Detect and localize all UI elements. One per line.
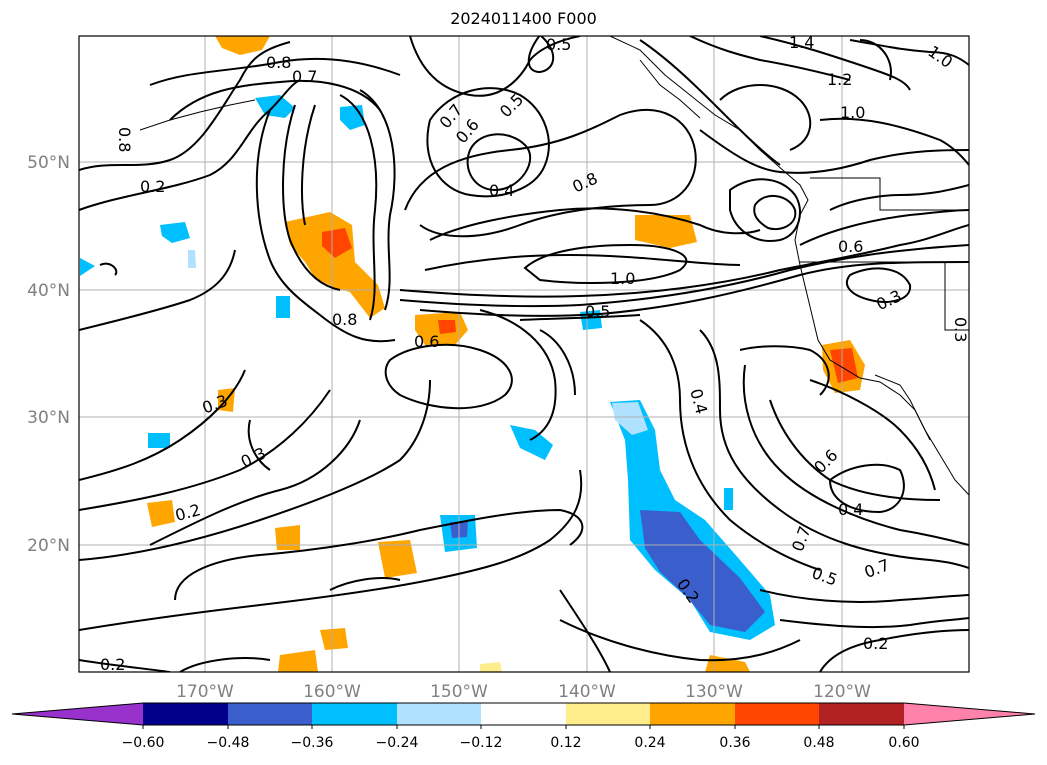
colorbar-tick-label: −0.24 xyxy=(376,735,419,751)
contour-label: 0.5 xyxy=(496,90,527,121)
contour-label: 0.6 xyxy=(810,446,841,477)
contour-label: 0.6 xyxy=(414,332,439,351)
colorbar-extend-high xyxy=(904,703,1035,725)
colorbar-tick-label: 0.60 xyxy=(888,735,919,751)
contour-label: 0.5 xyxy=(809,563,839,590)
contour-label: 0.2 xyxy=(863,634,888,653)
contour-label: 1.0 xyxy=(924,42,956,72)
negative-anomaly xyxy=(724,488,733,510)
colorbar-extend-low xyxy=(12,703,143,725)
positive-anomaly xyxy=(320,628,348,650)
contour-label: 1.4 xyxy=(789,33,814,52)
contour-label: 0.7 xyxy=(862,555,892,582)
contour-label: 0.2 xyxy=(140,177,165,196)
map-frame xyxy=(78,35,970,673)
negative-anomaly xyxy=(80,258,95,276)
contour-label: 1.0 xyxy=(840,103,865,122)
lon-label: 160°W xyxy=(303,682,361,702)
positive-anomaly xyxy=(378,540,417,578)
lon-label: 140°W xyxy=(558,682,616,702)
positive-anomaly xyxy=(438,320,456,334)
colorbar-tick-label: 0.24 xyxy=(634,735,665,751)
contour-label: 0.8 xyxy=(266,53,291,72)
negative-anomaly xyxy=(148,433,170,448)
positive-anomaly xyxy=(215,36,270,55)
contour-label: 0.8 xyxy=(569,169,600,197)
negative-anomaly xyxy=(510,425,553,460)
negative-anomaly xyxy=(255,95,295,118)
coastlines xyxy=(139,36,969,496)
positive-anomaly xyxy=(635,215,697,248)
contour-label: 0.8 xyxy=(332,310,357,329)
colorbar-segment xyxy=(566,703,650,725)
lat-label: 20°N xyxy=(27,536,70,556)
positive-anomaly xyxy=(830,348,858,383)
lon-label: 150°W xyxy=(430,682,488,702)
colorbar-segment xyxy=(143,703,228,725)
colorbar-segment xyxy=(650,703,735,725)
colorbar-tick-label: −0.12 xyxy=(460,735,503,751)
colorbar-segment xyxy=(397,703,481,725)
negative-anomaly xyxy=(276,296,290,318)
colorbar-tick-label: 0.12 xyxy=(550,735,581,751)
contour-label: 0.8 xyxy=(115,127,134,152)
colorbar-segment xyxy=(312,703,397,725)
positive-anomaly xyxy=(285,212,385,318)
contour-label: 0.4 xyxy=(686,387,711,417)
lon-label: 170°W xyxy=(176,682,234,702)
lon-label: 120°W xyxy=(813,682,871,702)
negative-anomaly xyxy=(188,250,196,268)
contour-label: 0.6 xyxy=(838,237,863,256)
lat-label: 30°N xyxy=(27,408,70,428)
colorbar-tick-label: −0.60 xyxy=(122,735,165,751)
colorbar-segment xyxy=(735,703,819,725)
contour-label: 0.3 xyxy=(238,443,269,471)
lat-label: 40°N xyxy=(27,281,70,301)
colorbar-segment xyxy=(819,703,904,725)
positive-anomaly xyxy=(480,662,502,672)
map-title: 2024011400 F000 xyxy=(450,9,597,28)
contour-label: 0.4 xyxy=(489,181,514,200)
colorbar-tick-label: 0.36 xyxy=(719,735,750,751)
negative-anomaly xyxy=(612,402,648,435)
longitude-labels: 170°W 160°W 150°W 140°W 130°W 120°W xyxy=(176,682,871,702)
contour-label: 0.2 xyxy=(100,655,125,674)
positive-anomaly xyxy=(275,525,300,550)
latitude-labels: 50°N 40°N 30°N 20°N xyxy=(27,153,70,556)
colorbar: −0.60 −0.48 −0.36 −0.24 −0.12 0.12 0.24 … xyxy=(11,702,1036,751)
colorbar-segment xyxy=(481,703,566,725)
map-area: 0.5 1.4 1.0 0.8 0.7 1.2 1.0 0.7 0.6 0.5 … xyxy=(79,33,970,674)
contour-label: 0.5 xyxy=(585,302,610,321)
colorbar-tick-label: 0.48 xyxy=(803,735,834,751)
contour-label: 0.7 xyxy=(292,67,317,86)
negative-anomaly xyxy=(640,510,765,632)
shaded-anomalies xyxy=(80,36,865,672)
contour-label: 0.5 xyxy=(546,35,571,54)
positive-anomaly xyxy=(147,500,175,527)
colorbar-tick-label: −0.48 xyxy=(207,735,250,751)
contour-label: 1.2 xyxy=(827,70,852,89)
contour-label: 0.3 xyxy=(951,317,970,342)
positive-anomaly xyxy=(322,228,352,258)
contour-label: 1.0 xyxy=(610,269,635,288)
negative-anomaly xyxy=(160,222,190,243)
colorbar-segment xyxy=(228,703,312,725)
colorbar-tick-label: −0.36 xyxy=(291,735,334,751)
lon-label: 130°W xyxy=(685,682,743,702)
contour-lines xyxy=(79,36,969,672)
lat-label: 50°N xyxy=(27,153,70,173)
positive-anomaly xyxy=(278,650,318,672)
contour-label: 0.4 xyxy=(838,500,863,519)
